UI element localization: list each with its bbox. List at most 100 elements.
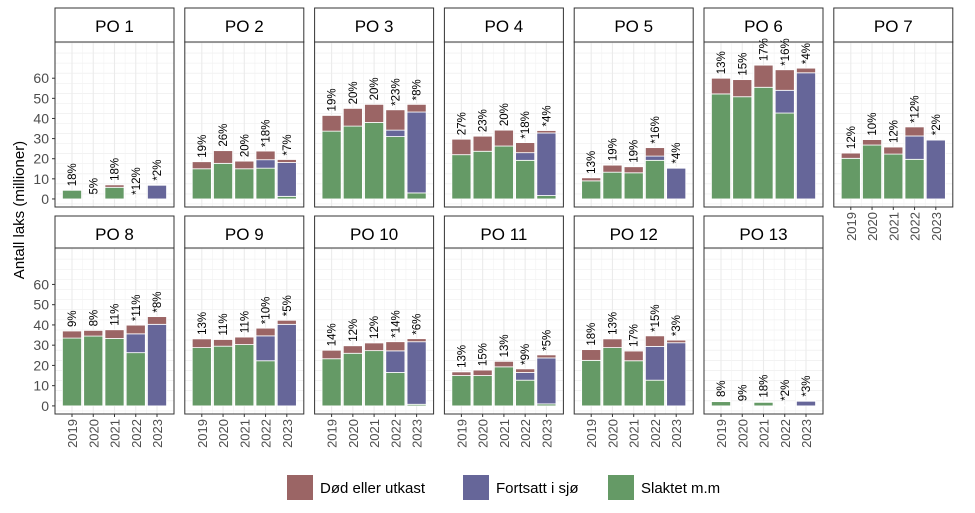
bar-dod-eller-utkast [774,404,795,406]
bar-slaktet [515,159,536,200]
facet-strip [54,215,175,249]
facet-strip [54,7,175,43]
percent-label: *2% [931,114,943,135]
percent-label: 5% [88,178,100,195]
x-tick-label: 2022 [388,419,403,448]
bar-slaktet [385,136,406,200]
percent-label: *12% [910,95,922,123]
bar-dod-eller-utkast [623,350,644,362]
bar-dod-eller-utkast [147,316,167,325]
facet-title: PO 7 [874,17,913,36]
bar-dod-eller-utkast [234,336,255,345]
x-tick-label: 2019 [195,419,210,448]
y-tick-label: 20 [33,357,49,373]
x-tick-label: 2019 [325,419,340,448]
bar-slaktet [581,180,602,200]
y-tick-label: 10 [33,171,49,187]
x-tick-label: 2021 [497,419,512,448]
percent-label: 20% [499,103,511,126]
bar-dod-eller-utkast [732,79,753,98]
x-tick-label: 2023 [150,419,165,448]
bar-fortsatt-i-sjo [796,72,816,200]
percent-label: 11% [218,313,230,335]
bar-slaktet [104,186,125,200]
x-tick-label: 2022 [908,212,923,241]
bar-slaktet [104,338,125,407]
x-tick-label: 2021 [886,212,901,241]
y-tick-label: 50 [33,297,49,313]
y-tick-label: 20 [33,151,49,167]
bar-fortsatt-i-sjo [255,335,276,362]
facet-title: PO 8 [95,225,134,244]
legend: Død eller utkast Fortsatt i sjø Slaktet m.… [287,475,720,500]
percent-label: 11% [110,304,122,326]
bar-fortsatt-i-sjo [644,345,665,381]
facet-panel: PO 1 18% 5% 18% *12% *2% 0 10 20 30 40 50 60 [33,7,175,208]
facet-title: PO 9 [225,225,264,244]
bar-dod-eller-utkast [581,177,602,182]
bar-slaktet [904,158,925,200]
percent-label: *4% [801,43,813,64]
bar-dod-eller-utkast [536,130,557,134]
percent-label: 19% [327,88,339,111]
percent-label: 18% [67,163,79,186]
bar-fortsatt-i-sjo [904,135,925,160]
bar-slaktet [451,375,472,407]
bar-dod-eller-utkast [796,67,816,74]
bar-dod-eller-utkast [276,159,297,163]
bar-dod-eller-utkast [451,371,472,376]
percent-label: *9% [520,344,532,365]
legend-label: Fortsatt i sjø [496,480,579,497]
percent-label: *14% [390,310,402,338]
bar-dod-eller-utkast [883,146,904,155]
x-tick-label: 2020 [86,419,101,448]
bar-slaktet [83,335,104,407]
facet-title: PO 10 [350,225,398,244]
bar-fortsatt-i-sjo [255,159,276,169]
bar-fortsatt-i-sjo [276,323,297,407]
y-tick-label: 0 [41,191,49,207]
bar-slaktet [862,144,883,200]
percent-label: *2% [780,380,792,401]
percent-label: 17% [629,324,641,347]
bar-fortsatt-i-sjo [515,372,536,381]
percent-label: 14% [327,323,339,346]
percent-label: *16% [780,38,792,66]
facet-title: PO 2 [225,17,264,36]
percent-label: *10% [261,297,273,325]
bar-slaktet [213,345,234,407]
y-tick-label: 60 [33,276,49,292]
facet-title: PO 6 [744,17,783,36]
bar-dod-eller-utkast [472,369,493,376]
bar-dod-eller-utkast [753,64,774,88]
percent-label: *11% [131,294,143,321]
bar-dod-eller-utkast [925,138,946,141]
percent-label: 15% [478,343,490,366]
panel-border [184,41,305,208]
x-tick-label: 2021 [367,419,382,448]
x-tick-label: 2023 [799,419,814,448]
facet-panel: PO 3 19% 20% 20% *23% *8% [314,7,435,208]
x-tick-label: 2021 [108,419,123,448]
x-tick-label: 2020 [865,212,880,241]
percent-label: 12% [846,126,858,149]
bar-dod-eller-utkast [385,109,406,131]
bar-dod-eller-utkast [213,339,234,347]
percent-label: *8% [412,79,424,100]
percent-label: 13% [456,345,468,368]
y-tick-label: 30 [33,131,49,147]
percent-label: 23% [478,109,490,132]
percent-label: *15% [650,304,662,332]
percent-label: 13% [607,312,619,335]
facet-strip [703,215,824,249]
percent-label: 9% [67,310,79,327]
bar-slaktet [493,366,514,407]
panel-border [443,41,564,208]
facet-title: PO 1 [95,17,134,36]
percent-label: 10% [867,113,879,136]
x-tick-label: 2020 [476,419,491,448]
bar-slaktet [234,344,255,407]
bar-slaktet [342,352,363,407]
percent-label: 12% [369,316,381,339]
bar-slaktet [472,150,493,200]
